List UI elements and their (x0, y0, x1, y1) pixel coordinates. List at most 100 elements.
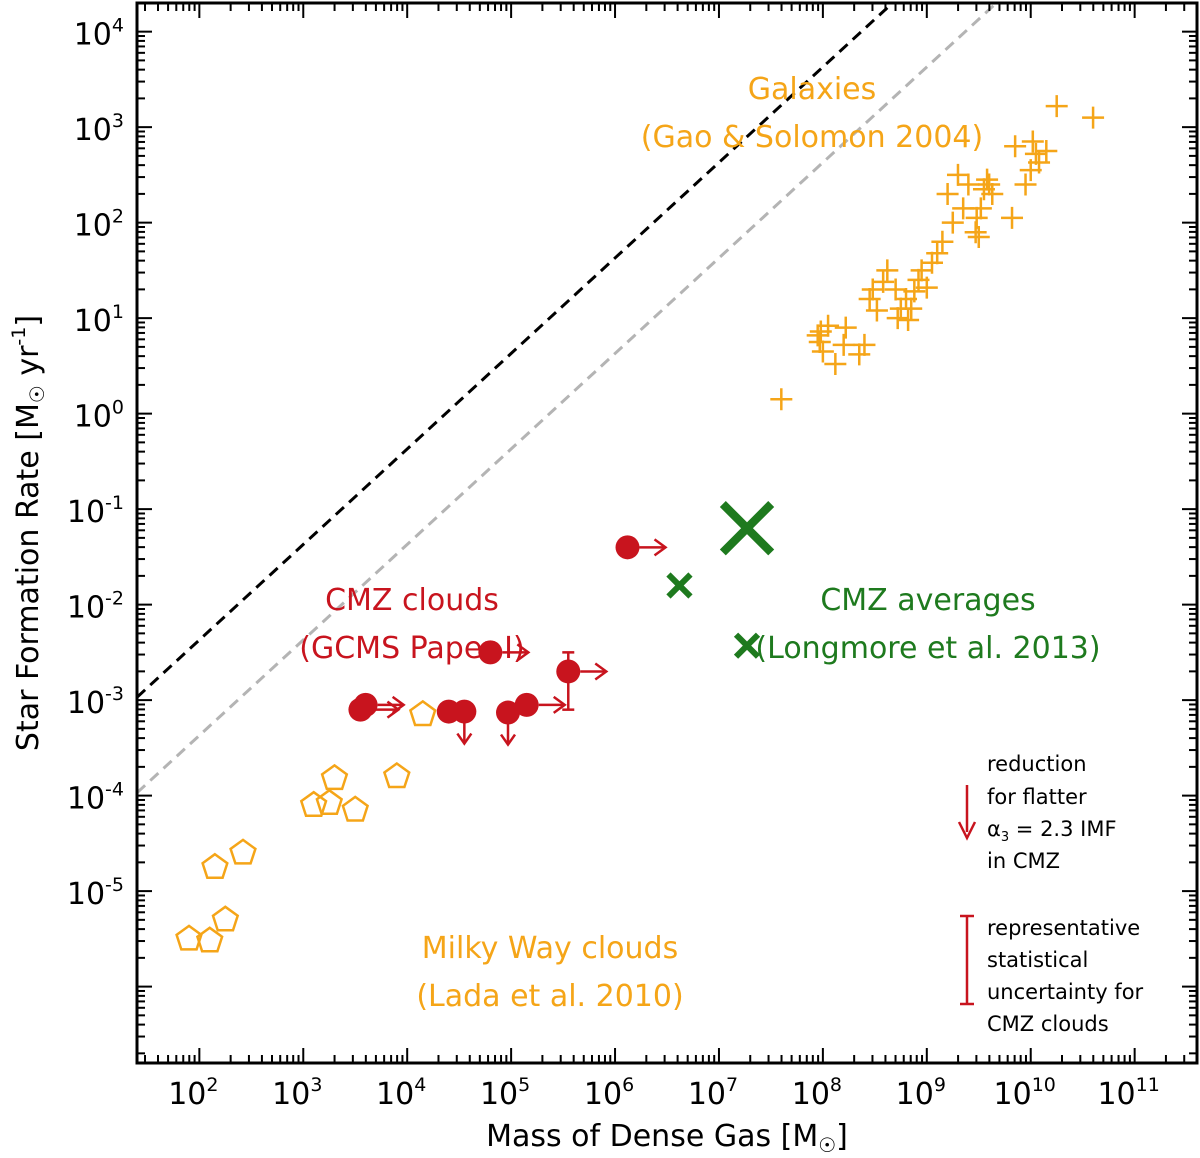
galaxy-point (886, 307, 909, 330)
upper-limit-arrow-right-head (516, 643, 531, 662)
y-tick-label-exponent: -5 (105, 874, 124, 896)
y-tick-label-exponent: 0 (112, 397, 124, 419)
imf-alpha-rest: = 2.3 IMF (1009, 817, 1116, 841)
uncertainty-note-line1: representative (987, 916, 1140, 940)
y-tick-label: 102 (74, 206, 124, 244)
cmz-cloud-point (452, 699, 477, 724)
cmz-average-point (719, 501, 775, 556)
data-points (175, 95, 1105, 953)
galaxy-point (946, 163, 969, 186)
y-tick-label: 10-5 (67, 874, 124, 912)
galaxy-point (853, 333, 876, 356)
y-tick-label: 10-3 (67, 683, 124, 721)
y-tick-label: 101 (74, 301, 124, 339)
annotation-cmz-averages-line2: (Longmore et al. 2013) (755, 631, 1100, 666)
x-tick-label-base: 10 (994, 1077, 1032, 1112)
annotation-cmz-averages-line1: CMZ averages (820, 583, 1035, 618)
y-tick-label-base: 10 (67, 686, 105, 721)
x-tick-label-base: 10 (1097, 1077, 1135, 1112)
cmz-average-point (733, 632, 761, 659)
x-axis-title: Mass of Dense Gas [M☉] (486, 1119, 848, 1157)
imf-note-line2: for flatter (987, 785, 1087, 809)
galaxy-point (770, 388, 793, 411)
uncertainty-note-line2: statistical (987, 948, 1088, 972)
y-tick-label: 10-1 (67, 492, 124, 530)
galaxy-point (872, 270, 895, 293)
x-tick-label-exponent: 2 (206, 1074, 218, 1096)
y-tick-label: 100 (74, 397, 124, 435)
y-tick-label-exponent: -2 (105, 588, 124, 610)
x-tick-label: 104 (376, 1074, 426, 1112)
galaxy-point (834, 316, 857, 339)
y-axis-title: Star Formation Rate [M☉ yr-1] (8, 315, 49, 751)
imf-arrow-head (957, 821, 977, 841)
x-tick-label: 103 (272, 1074, 322, 1112)
y-axis-title-close: ] (11, 315, 46, 327)
y-axis-title-yr: yr (11, 345, 46, 385)
milky-way-cloud-point (341, 795, 370, 822)
x-tick-label-base: 10 (376, 1077, 414, 1112)
milky-way-cloud-point (229, 838, 257, 865)
y-axis-title-exponent: -1 (8, 327, 30, 346)
galaxy-point (957, 173, 980, 196)
y-tick-label-base: 10 (67, 782, 105, 817)
x-tick-label-base: 10 (896, 1077, 934, 1112)
annotation-galaxies-line1: Galaxies (748, 72, 877, 107)
uncertainty-note-line3: uncertainty for (987, 980, 1144, 1004)
galaxy-point (832, 333, 855, 356)
milky-way-cloud-point (315, 788, 344, 816)
plot-frame (135, 1, 1199, 1065)
y-tick-label-exponent: -4 (105, 779, 124, 801)
galaxy-point (876, 259, 899, 282)
x-tick-label-exponent: 3 (310, 1074, 322, 1096)
milky-way-cloud-point (195, 926, 224, 953)
x-tick-label-exponent: 7 (726, 1074, 738, 1096)
upper-limit-arrow-right-head (594, 662, 609, 681)
x-tick-label-exponent: 9 (934, 1074, 946, 1096)
milky-way-cloud-point (175, 924, 203, 951)
galaxy-point (965, 206, 988, 229)
galaxy-point (897, 309, 920, 332)
annotation-milky-way-line1: Milky Way clouds (422, 931, 678, 966)
cmz-cloud-point (353, 692, 378, 717)
galaxy-point (931, 230, 954, 253)
milky-way-cloud-point (320, 763, 349, 791)
imf-arrow-down-head (499, 733, 517, 747)
galaxy-point (936, 182, 959, 205)
y-tick-label-exponent: 3 (112, 110, 124, 132)
x-tick-label: 106 (584, 1074, 634, 1112)
x-tick-label-exponent: 10 (1032, 1074, 1056, 1096)
galaxy-point (1024, 142, 1047, 165)
imf-note: reduction for flatter α3 = 2.3 IMF in CM… (957, 752, 1117, 873)
galaxy-point (1028, 151, 1051, 174)
milky-way-cloud-point (211, 905, 240, 932)
imf-note-line4: in CMZ (987, 849, 1060, 873)
y-tick-label-base: 10 (74, 113, 112, 148)
x-tick-label-exponent: 8 (830, 1074, 842, 1096)
galaxy-point (976, 168, 999, 191)
y-tick-label-base: 10 (67, 591, 105, 626)
cmz-cloud-point (556, 659, 581, 684)
x-tick-label-exponent: 6 (622, 1074, 634, 1096)
galaxy-point (1014, 173, 1037, 196)
upper-limit-arrow-right-head (391, 695, 406, 714)
imf-note-line1: reduction (987, 752, 1087, 776)
y-tick-label: 103 (74, 110, 124, 148)
galaxy-point (858, 288, 881, 311)
reference-line-1 (137, 3, 895, 699)
galaxy-point (967, 225, 990, 248)
x-tick-label: 108 (792, 1074, 842, 1112)
x-tick-label-base: 10 (688, 1077, 726, 1112)
cmz-cloud-point (496, 700, 520, 725)
galaxy-point (1021, 130, 1044, 153)
galaxy-point (981, 182, 1004, 205)
y-tick-label: 10-2 (67, 588, 124, 626)
cmz-cloud-point (514, 692, 539, 717)
y-tick-label-base: 10 (74, 400, 112, 435)
galaxy-point (903, 280, 926, 303)
cmz-cloud-point (615, 535, 640, 560)
galaxy-point (900, 297, 923, 320)
x-tick-label: 107 (688, 1074, 738, 1112)
